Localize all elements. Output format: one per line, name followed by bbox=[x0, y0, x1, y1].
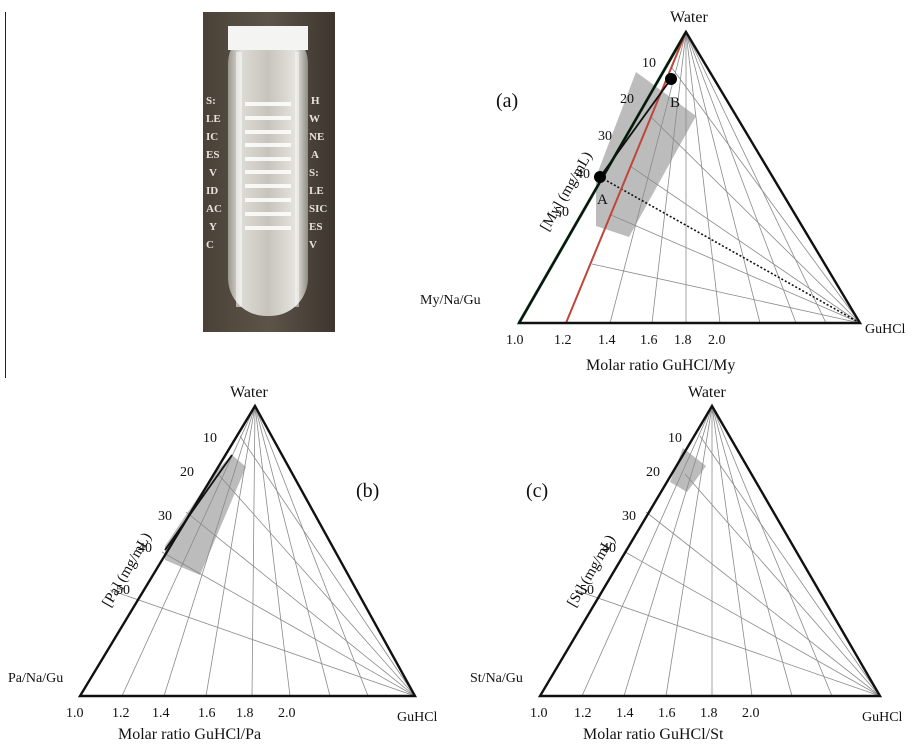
conc-tick-a: 10 bbox=[642, 56, 656, 71]
ratio-tick-c: 1.8 bbox=[700, 706, 718, 721]
conc-tick-a: 20 bbox=[620, 92, 634, 107]
conc-tick-c: 20 bbox=[646, 465, 660, 480]
ratio-tick-b: 1.0 bbox=[66, 706, 84, 721]
svg-text:S:: S: bbox=[206, 95, 216, 107]
dilution-line-a bbox=[599, 176, 861, 324]
panel-tag-c: (c) bbox=[526, 480, 548, 502]
svg-text:H: H bbox=[311, 95, 320, 107]
ratio-tick-b: 1.6 bbox=[198, 706, 216, 721]
svg-text:Y: Y bbox=[209, 221, 217, 233]
svg-text:S:: S: bbox=[309, 167, 319, 179]
panel-tag-a: (a) bbox=[496, 90, 518, 112]
ratio-tick-a: 1.2 bbox=[554, 333, 572, 348]
bottom-axis-label-a: Molar ratio GuHCl/My bbox=[586, 357, 735, 374]
ratio-tick-c: 2.0 bbox=[742, 706, 760, 721]
point-b-label: B bbox=[670, 95, 680, 111]
ratio-tick-a: 1.0 bbox=[506, 333, 524, 348]
panel-c: Water St/Na/Gu GuHCl (c) [St] (mg/mL) Mo… bbox=[470, 384, 903, 743]
shaded-region-a bbox=[596, 72, 696, 237]
apex-label-b: Water bbox=[230, 384, 268, 401]
conc-tick-b: 40 bbox=[138, 541, 152, 556]
svg-text:SIC: SIC bbox=[309, 203, 327, 215]
ternary-triangle-c bbox=[537, 403, 883, 698]
right-vertex-label-a: GuHCl bbox=[865, 322, 906, 337]
svg-text:LE: LE bbox=[309, 185, 324, 197]
svg-text:AC: AC bbox=[206, 203, 222, 215]
conc-tick-c: 50 bbox=[580, 583, 594, 598]
left-vertex-label-b: Pa/Na/Gu bbox=[8, 671, 63, 686]
panel-b: Water Pa/Na/Gu GuHCl (b) [Pa] (mg/mL) Mo… bbox=[8, 384, 438, 743]
shaded-region-b bbox=[165, 455, 246, 575]
ratio-tick-c: 1.0 bbox=[530, 706, 548, 721]
bottom-axis-label-c: Molar ratio GuHCl/St bbox=[583, 726, 724, 743]
point-a-label: A bbox=[597, 192, 608, 208]
conc-tick-b: 30 bbox=[158, 509, 172, 524]
conc-tick-b: 10 bbox=[203, 431, 217, 446]
phase-boundary-b bbox=[164, 454, 233, 551]
grid-lines-c bbox=[574, 405, 881, 697]
bottom-axis-label-b: Molar ratio GuHCl/Pa bbox=[118, 726, 261, 743]
conc-tick-a: 50 bbox=[555, 205, 569, 220]
ratio-tick-c: 1.2 bbox=[574, 706, 592, 721]
conc-tick-a: 40 bbox=[576, 167, 590, 182]
svg-text:W: W bbox=[309, 113, 320, 125]
panel-tag-b: (b) bbox=[356, 480, 379, 502]
ratio-tick-b: 1.2 bbox=[112, 706, 130, 721]
ratio-tick-a: 2.0 bbox=[708, 333, 726, 348]
test-tube-photo: S: LE IC ES V ID AC Y C H W NE A S: LE S… bbox=[203, 12, 335, 332]
right-vertex-label-c: GuHCl bbox=[862, 710, 903, 725]
panel-a: A B Water My/Na/Gu GuHCl (a) [My] (mg/mL… bbox=[420, 9, 906, 374]
svg-text:V: V bbox=[209, 167, 217, 179]
conc-tick-b: 20 bbox=[180, 465, 194, 480]
svg-text:ID: ID bbox=[206, 185, 218, 197]
divider-line bbox=[5, 12, 6, 378]
shaded-region-c bbox=[670, 448, 706, 492]
right-vertex-label-b: GuHCl bbox=[397, 710, 438, 725]
point-a-marker bbox=[594, 171, 606, 183]
svg-text:ES: ES bbox=[309, 221, 322, 233]
grid-lines-a bbox=[565, 31, 861, 324]
svg-text:NE: NE bbox=[309, 131, 324, 143]
conc-tick-c: 10 bbox=[668, 431, 682, 446]
left-vertex-label-c: St/Na/Gu bbox=[470, 671, 523, 686]
left-vertex-label-a: My/Na/Gu bbox=[420, 293, 481, 308]
ratio-tick-b: 1.8 bbox=[236, 706, 254, 721]
svg-text:IC: IC bbox=[206, 131, 218, 143]
ratio-tick-a: 1.4 bbox=[598, 333, 616, 348]
ratio-tick-b: 2.0 bbox=[278, 706, 296, 721]
ratio-tick-c: 1.6 bbox=[658, 706, 676, 721]
ratio-tick-a: 1.8 bbox=[674, 333, 692, 348]
ternary-triangle-b bbox=[77, 403, 418, 698]
svg-text:V: V bbox=[309, 239, 317, 251]
conc-tick-a: 30 bbox=[598, 129, 612, 144]
apex-label-a: Water bbox=[670, 9, 708, 26]
conc-tick-b: 50 bbox=[116, 583, 130, 598]
svg-text:C: C bbox=[206, 239, 214, 251]
conc-tick-c: 40 bbox=[602, 541, 616, 556]
svg-text:A: A bbox=[311, 149, 319, 161]
apex-label-c: Water bbox=[688, 384, 726, 401]
point-b-marker bbox=[665, 73, 677, 85]
grid-lines-b bbox=[109, 405, 416, 697]
ratio-tick-b: 1.4 bbox=[152, 706, 170, 721]
ratio-tick-c: 1.4 bbox=[616, 706, 634, 721]
svg-text:ES: ES bbox=[206, 149, 219, 161]
conc-tick-c: 30 bbox=[622, 509, 636, 524]
ratio-tick-a: 1.6 bbox=[640, 333, 658, 348]
axis-label-a: [My] (mg/mL) bbox=[538, 149, 596, 234]
svg-text:LE: LE bbox=[206, 113, 221, 125]
